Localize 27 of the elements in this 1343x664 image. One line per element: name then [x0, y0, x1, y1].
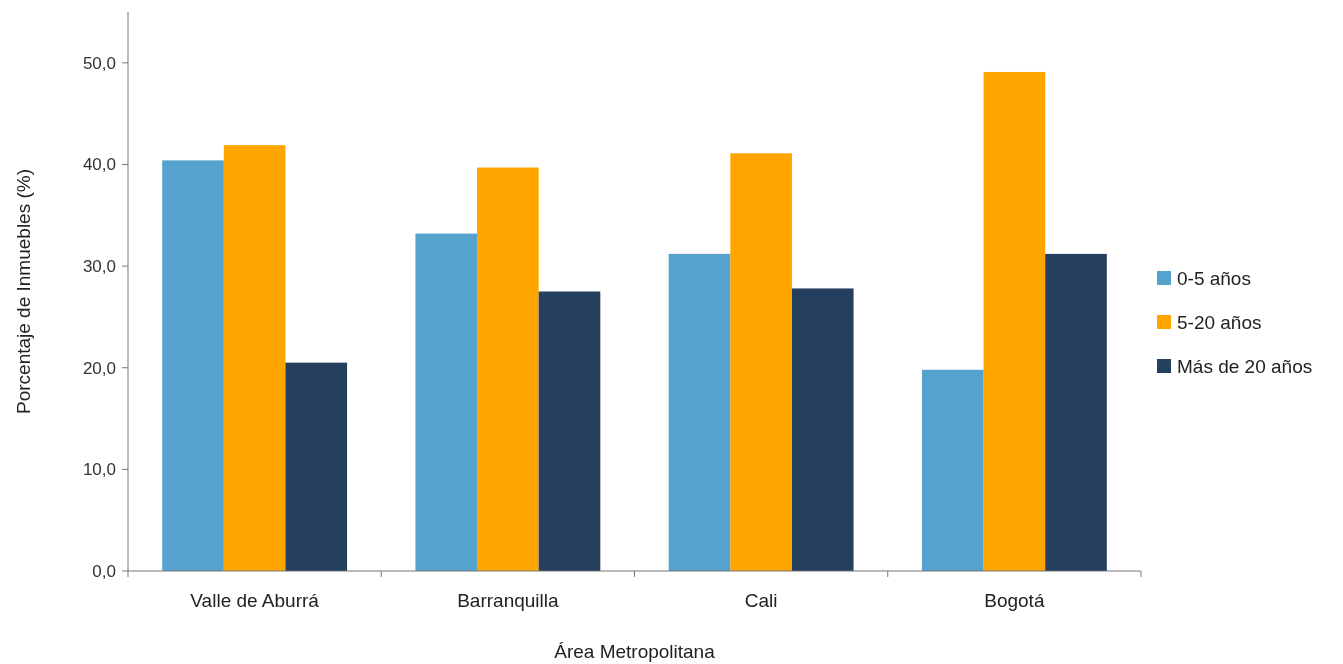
legend-label: 0-5 años — [1177, 267, 1251, 289]
bar — [730, 153, 792, 571]
bar — [791, 288, 854, 571]
legend-label: Más de 20 años — [1177, 355, 1313, 377]
y-tick-label: 40,0 — [82, 155, 116, 175]
bar — [983, 71, 1046, 571]
bar — [538, 291, 601, 571]
bar — [223, 145, 286, 571]
x-axis-title: Área Metropolitana — [554, 641, 716, 662]
x-tick-label: Barranquilla — [457, 590, 559, 611]
bar — [162, 160, 224, 571]
bar — [921, 369, 984, 571]
y-tick-label: 10,0 — [82, 460, 116, 480]
y-tick-label: 50,0 — [82, 53, 116, 73]
x-tick-label: Valle de Aburrá — [190, 590, 320, 611]
y-tick-label: 30,0 — [82, 257, 116, 277]
legend-label: 5-20 años — [1177, 311, 1262, 333]
bar — [477, 167, 539, 571]
bar — [1045, 253, 1107, 571]
y-tick-label: 0,0 — [92, 561, 116, 581]
y-axis-title: Porcentaje de Inmuebles (%) — [13, 168, 34, 415]
x-tick-label: Bogotá — [984, 590, 1045, 611]
bar — [285, 362, 348, 571]
bar — [668, 253, 731, 571]
bar — [415, 233, 478, 571]
y-tick-label: 20,0 — [82, 358, 116, 378]
x-tick-label: Cali — [744, 590, 778, 611]
